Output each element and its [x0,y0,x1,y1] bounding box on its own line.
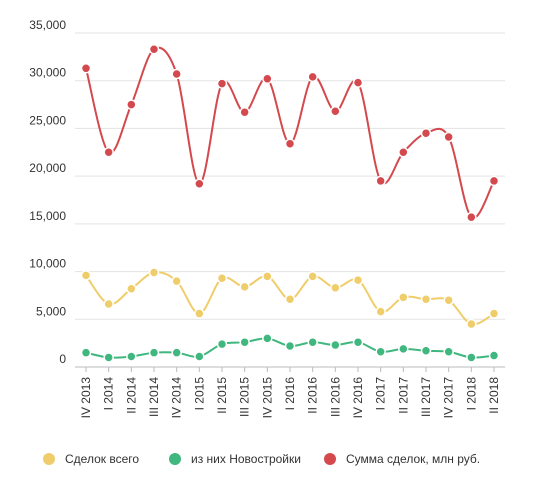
x-tick-label: I 2014 [102,377,116,411]
data-point [103,352,114,363]
data-point [284,138,296,149]
x-tick-label: I 2018 [464,377,478,411]
data-point [171,68,182,80]
legend-label: Сумма сделок, млн руб. [346,452,480,466]
data-point [375,306,386,317]
data-point [330,339,341,351]
y-tick-label: 30,000 [29,66,66,80]
y-tick-label: 15,000 [29,209,66,223]
x-tick-label: III 2014 [147,377,161,417]
x-tick-label: II 2018 [487,377,501,414]
data-point [148,43,160,55]
data-point [103,298,114,310]
legend: Сделок всего из них Новостройки Сумма сдел… [43,452,480,466]
data-point [307,71,318,83]
data-point [375,175,386,187]
data-point [466,211,477,223]
series-lines [85,46,495,359]
data-point [284,340,296,352]
data-point [420,127,432,139]
y-tick-label: 25,000 [29,113,66,127]
data-point [148,347,160,358]
x-tick-label: III 2016 [328,377,342,417]
x-tick-label: IV 2015 [260,377,274,419]
x-tick-label: II 2015 [215,377,229,414]
data-point [148,267,160,278]
legend-swatch [169,453,181,465]
data-point [352,274,364,286]
data-point [398,343,409,355]
data-point [194,308,205,319]
x-tick-label: IV 2016 [351,377,365,419]
x-tick-label: IV 2017 [442,377,456,419]
data-point [126,283,137,294]
data-point [126,351,137,362]
grid-lines [75,32,505,372]
data-point [420,345,432,357]
y-tick-label: 10,000 [29,257,66,271]
legend-swatch [43,453,55,465]
y-axis-tick-labels: 0 5,000 10,000 15,000 20,000 25,000 30,000 35,0… [29,18,66,366]
data-point [352,336,364,348]
y-tick-label: 20,000 [29,161,66,175]
x-axis-tick-labels: IV 2013 I 2014 II 2014 III 2014 IV 2014 I 201… [79,377,501,419]
data-point [330,106,341,117]
y-tick-label: 0 [59,352,66,366]
data-point [103,147,114,158]
data-point [126,99,137,110]
x-tick-label: II 2016 [306,377,320,414]
x-tick-label: IV 2014 [170,377,184,419]
x-tick-label: II 2014 [124,377,138,414]
data-point [330,282,341,294]
y-tick-label: 5,000 [36,304,66,318]
data-point [239,281,250,293]
x-tick-label: II 2017 [396,377,410,414]
data-point [262,73,273,85]
data-point [307,271,318,282]
series-line [85,46,495,219]
data-point [375,346,386,357]
data-point [239,336,250,348]
legend-swatch [324,453,336,465]
data-point [466,352,477,363]
data-point [239,106,250,118]
data-point [80,63,92,74]
data-point [443,346,454,357]
legend-label: из них Новостройки [191,452,301,466]
data-point [488,175,500,187]
data-point [262,271,273,282]
data-point [488,308,500,319]
data-point [398,292,409,303]
data-point [80,347,92,358]
data-point [352,77,364,88]
x-tick-label: I 2017 [374,377,388,411]
legend-label: Сделок всего [65,452,139,466]
data-point [307,336,318,348]
data-point [171,347,182,358]
data-point [284,293,296,305]
data-point [171,275,182,287]
data-point [443,131,454,143]
x-tick-label: III 2017 [419,377,433,417]
y-tick-label: 35,000 [29,18,66,32]
data-point [420,293,432,305]
series-points [80,43,500,363]
data-point [194,178,205,190]
data-point [262,333,273,344]
data-point [216,78,228,89]
data-point [466,318,477,330]
x-tick-label: III 2015 [238,377,252,417]
data-point [488,350,500,361]
data-point [194,351,205,362]
data-point [398,147,409,158]
x-tick-label: I 2015 [192,377,206,411]
x-tick-label: IV 2013 [79,377,93,419]
data-point [443,294,454,306]
data-point [216,273,228,284]
data-point [80,270,92,281]
data-point [216,338,228,350]
x-tick-label: I 2016 [283,377,297,411]
